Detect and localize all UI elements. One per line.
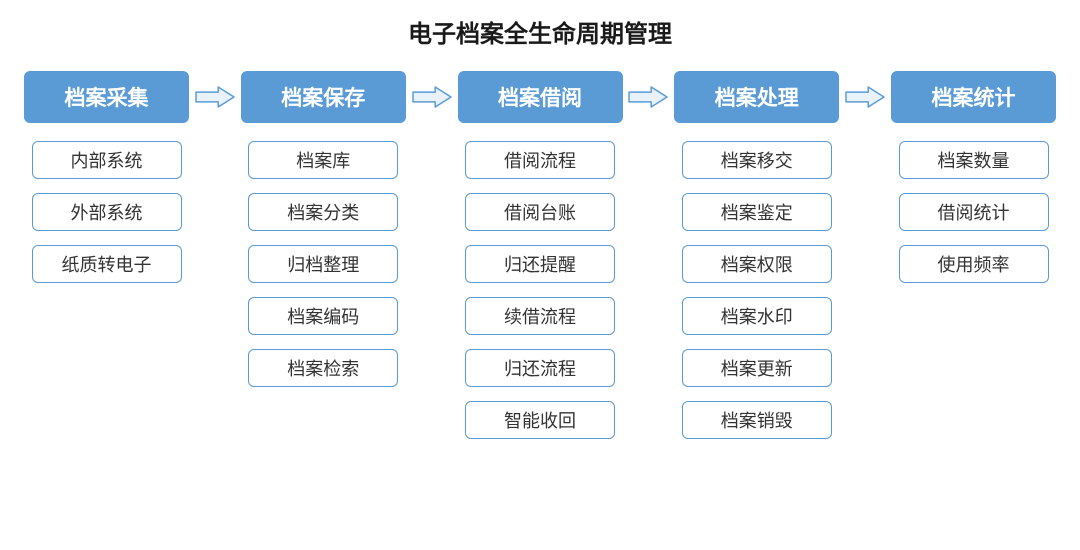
stage-column: 档案数量借阅统计使用频率: [891, 141, 1056, 439]
items-columns: 内部系统外部系统纸质转电子档案库档案分类归档整理档案编码档案检索借阅流程借阅台账…: [0, 141, 1080, 439]
item-label: 归还流程: [504, 355, 576, 381]
stage-box: 档案处理: [674, 71, 839, 123]
stage-label: 档案借阅: [498, 82, 582, 112]
item-label: 借阅台账: [504, 199, 576, 225]
item-label: 档案分类: [287, 199, 359, 225]
page-title: 电子档案全生命周期管理: [0, 14, 1080, 49]
item-box: 续借流程: [465, 297, 615, 335]
item-box: 档案移交: [682, 141, 832, 179]
item-label: 归档整理: [287, 251, 359, 277]
item-label: 借阅统计: [938, 199, 1010, 225]
item-label: 档案检索: [287, 355, 359, 381]
item-box: 纸质转电子: [32, 245, 182, 283]
arrow-icon: [410, 84, 454, 110]
item-label: 档案更新: [721, 355, 793, 381]
item-box: 档案销毁: [682, 401, 832, 439]
item-box: 使用频率: [899, 245, 1049, 283]
stage-column: 内部系统外部系统纸质转电子: [24, 141, 189, 439]
item-box: 外部系统: [32, 193, 182, 231]
item-box: 归还提醒: [465, 245, 615, 283]
item-label: 续借流程: [504, 303, 576, 329]
arrow-icon: [626, 84, 670, 110]
stage-box: 档案借阅: [458, 71, 623, 123]
item-box: 档案鉴定: [682, 193, 832, 231]
stage-column: 借阅流程借阅台账归还提醒续借流程归还流程智能收回: [458, 141, 623, 439]
item-label: 档案数量: [938, 147, 1010, 173]
item-box: 归还流程: [465, 349, 615, 387]
item-label: 借阅流程: [504, 147, 576, 173]
item-box: 档案库: [248, 141, 398, 179]
item-box: 归档整理: [248, 245, 398, 283]
item-box: 内部系统: [32, 141, 182, 179]
stage-label: 档案处理: [715, 82, 799, 112]
item-label: 档案权限: [721, 251, 793, 277]
item-label: 外部系统: [71, 199, 143, 225]
stage-column: 档案库档案分类归档整理档案编码档案检索: [241, 141, 406, 439]
stage-column: 档案移交档案鉴定档案权限档案水印档案更新档案销毁: [674, 141, 839, 439]
stage-box: 档案统计: [891, 71, 1056, 123]
item-box: 借阅统计: [899, 193, 1049, 231]
diagram-root: 电子档案全生命周期管理 档案采集 档案保存 档案借阅 档案处理 档案统计 内部系统外部系…: [0, 0, 1080, 550]
item-box: 智能收回: [465, 401, 615, 439]
stage-box: 档案采集: [24, 71, 189, 123]
item-box: 借阅台账: [465, 193, 615, 231]
item-box: 借阅流程: [465, 141, 615, 179]
item-label: 档案编码: [287, 303, 359, 329]
item-label: 档案鉴定: [721, 199, 793, 225]
item-label: 档案销毁: [721, 407, 793, 433]
item-box: 档案编码: [248, 297, 398, 335]
arrow-icon: [843, 84, 887, 110]
item-label: 档案水印: [721, 303, 793, 329]
item-box: 档案水印: [682, 297, 832, 335]
stage-box: 档案保存: [241, 71, 406, 123]
stage-label: 档案保存: [281, 82, 365, 112]
item-label: 档案库: [296, 147, 350, 173]
item-box: 档案检索: [248, 349, 398, 387]
item-box: 档案分类: [248, 193, 398, 231]
item-label: 归还提醒: [504, 251, 576, 277]
item-label: 内部系统: [71, 147, 143, 173]
item-box: 档案更新: [682, 349, 832, 387]
stages-row: 档案采集 档案保存 档案借阅 档案处理 档案统计: [0, 71, 1080, 123]
stage-label: 档案采集: [65, 82, 149, 112]
item-label: 智能收回: [504, 407, 576, 433]
item-label: 纸质转电子: [62, 251, 152, 277]
item-label: 档案移交: [721, 147, 793, 173]
arrow-icon: [193, 84, 237, 110]
item-box: 档案数量: [899, 141, 1049, 179]
item-label: 使用频率: [938, 251, 1010, 277]
item-box: 档案权限: [682, 245, 832, 283]
stage-label: 档案统计: [932, 82, 1016, 112]
